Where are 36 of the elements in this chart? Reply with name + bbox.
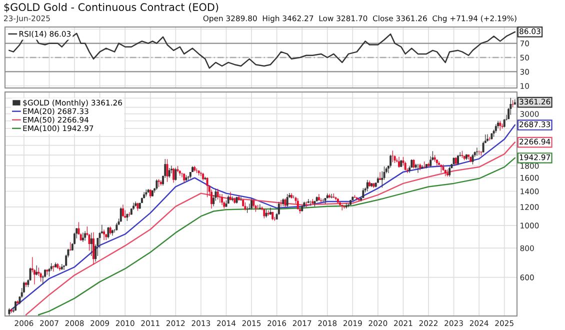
candlestick	[221, 194, 224, 206]
candlestick	[412, 158, 415, 169]
candlestick	[166, 158, 168, 182]
candlestick	[36, 265, 38, 276]
candlestick	[472, 154, 474, 165]
candlestick	[168, 168, 170, 178]
candlestick	[84, 230, 86, 242]
candlestick	[278, 201, 280, 216]
candlestick	[172, 168, 175, 184]
candlestick	[206, 177, 208, 198]
candlestick	[174, 167, 177, 181]
candlestick	[90, 232, 92, 256]
chart-title: $GOLD Gold - Continuous Contract (EOD)	[4, 2, 218, 12]
candlestick	[120, 207, 122, 222]
candlestick	[457, 154, 460, 166]
candlestick	[296, 198, 299, 210]
candlestick	[111, 229, 114, 236]
candlestick	[122, 204, 124, 218]
candlestick	[381, 170, 384, 188]
line-series	[8, 31, 516, 69]
candlestick	[263, 208, 266, 219]
candlestick	[286, 194, 288, 208]
candlestick	[510, 98, 512, 116]
candlestick	[216, 188, 219, 200]
candlestick	[379, 172, 382, 180]
candlestick	[156, 178, 158, 190]
candlestick	[232, 196, 234, 202]
candlestick	[366, 180, 368, 192]
candlestick	[392, 150, 394, 163]
candlestick	[92, 232, 94, 265]
candlestick	[210, 189, 212, 209]
candlestick	[499, 120, 502, 132]
candlestick	[448, 166, 451, 178]
candlestick	[229, 192, 232, 201]
candlestick	[107, 226, 110, 239]
candlestick	[390, 154, 392, 168]
